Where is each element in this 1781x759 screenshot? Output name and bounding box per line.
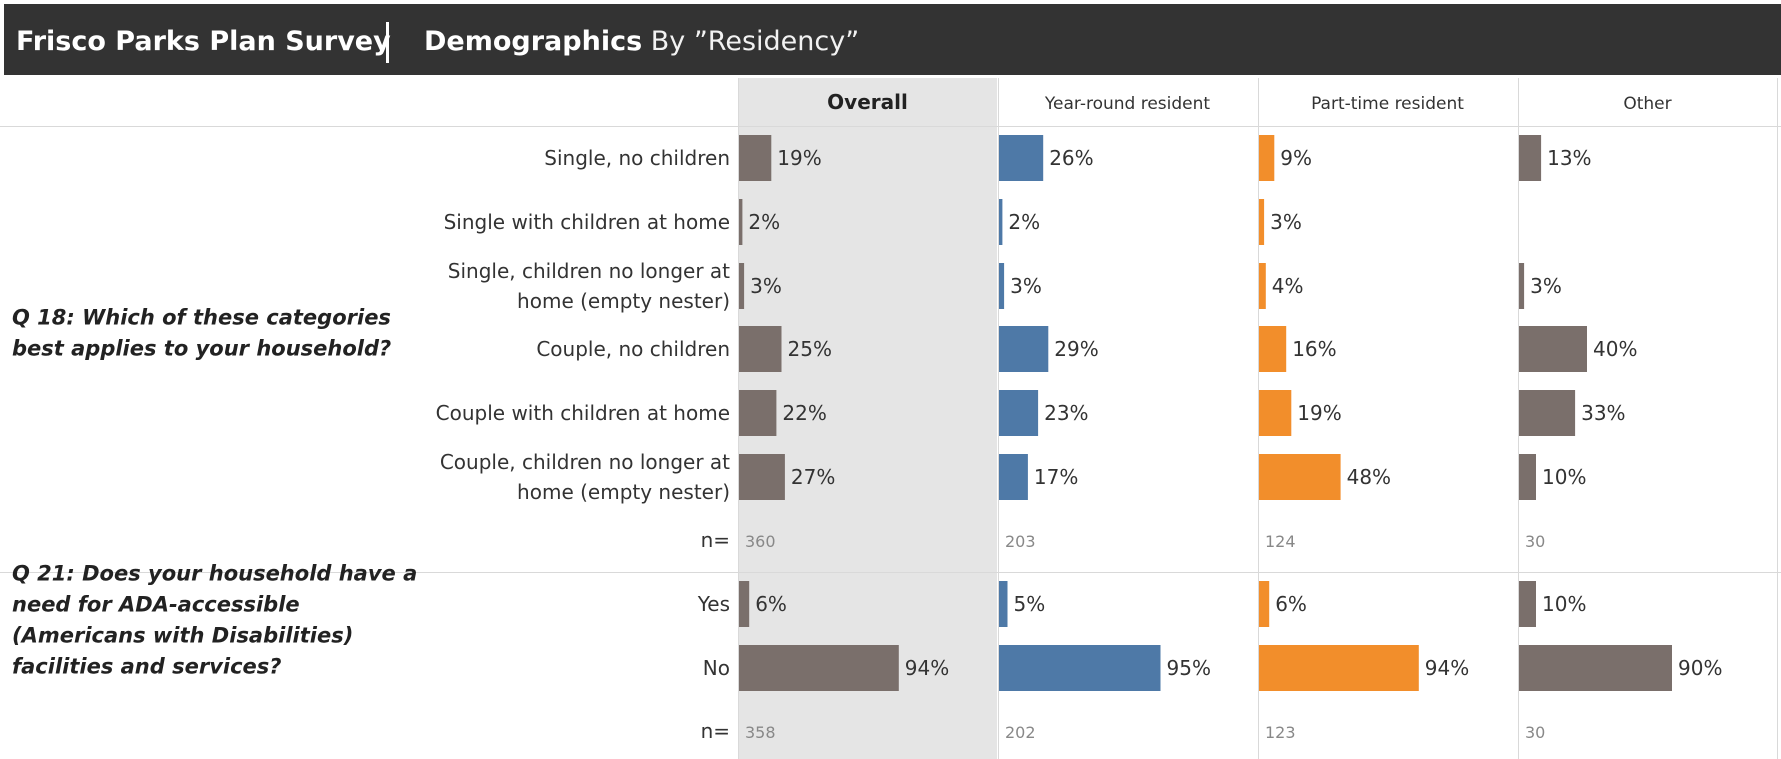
bar [1519,326,1587,372]
sample-size-label: 360 [745,532,776,551]
bar [1519,390,1576,436]
bar [999,581,1008,627]
dashboard-title: Frisco Parks Plan Survey [16,26,391,57]
column-header: Other [1623,94,1671,114]
bar [999,199,1003,245]
row-label: Couple, no children [536,337,730,361]
value-label: 27% [791,465,835,489]
value-label: 48% [1347,465,1391,489]
bar [739,135,772,181]
value-label: 3% [1010,274,1042,298]
row-label: Single, children no longer at home (empty… [448,259,730,313]
value-label: 22% [782,401,826,425]
sample-size-label: 30 [1525,723,1545,742]
sample-size-label: 202 [1005,723,1036,742]
value-label: 16% [1292,337,1336,361]
value-label: 19% [1297,401,1341,425]
bar [1259,454,1341,500]
value-label: 10% [1542,465,1586,489]
value-label: 2% [748,210,780,234]
bar [1259,263,1266,309]
value-label: 94% [905,656,949,680]
bar [739,454,785,500]
value-label: 6% [755,592,787,616]
sample-size-label: 358 [745,723,776,742]
value-label: 26% [1049,146,1093,170]
subtitle-bold: Demographics [424,26,643,57]
value-label: 13% [1547,146,1591,170]
row-label: Couple, children no longer at home (empty… [440,450,730,504]
value-label: 17% [1034,465,1078,489]
sample-size-label: 124 [1265,532,1296,551]
question-label: Q 18: Which of these categories best appl… [12,306,391,361]
value-label: 33% [1581,401,1625,425]
value-label: 94% [1425,656,1469,680]
column-header: Part-time resident [1311,94,1464,114]
bar [1259,135,1275,181]
n-label: n= [701,528,730,552]
value-label: 40% [1593,337,1637,361]
sample-size-label: 203 [1005,532,1036,551]
column-header: Year-round resident [1044,94,1210,114]
dashboard-header: Frisco Parks Plan Survey Demographics By… [4,4,1781,75]
value-label: 19% [777,146,821,170]
bar [1259,326,1287,372]
bar [1519,454,1536,500]
bar [999,263,1005,309]
bar [1519,645,1672,691]
bar [1519,263,1525,309]
sample-size-label: 30 [1525,532,1545,551]
row-label: Single with children at home [444,210,730,234]
row-label: Couple with children at home [436,401,730,425]
value-label: 5% [1014,592,1046,616]
bar [999,454,1028,500]
value-label: 3% [1270,210,1302,234]
sample-size-label: 123 [1265,723,1296,742]
value-label: 95% [1167,656,1211,680]
value-label: 2% [1008,210,1040,234]
row-label: No [703,656,730,680]
value-label: 10% [1542,592,1586,616]
n-label: n= [701,719,730,743]
bar [1259,199,1265,245]
value-label: 3% [1530,274,1562,298]
value-label: 9% [1280,146,1312,170]
bar [999,326,1049,372]
value-label: 23% [1044,401,1088,425]
bar [739,645,899,691]
subtitle-rest: By ”Residency” [642,26,860,57]
bar [1519,581,1536,627]
bar [1259,581,1270,627]
bar [739,326,782,372]
value-label: 3% [750,274,782,298]
bar [1259,645,1419,691]
value-label: 4% [1272,274,1304,298]
bar [999,135,1044,181]
bar [739,199,743,245]
value-label: 29% [1054,337,1098,361]
row-label: Yes [697,592,730,616]
dashboard-subtitle: Demographics By ”Residency” [424,26,859,57]
value-label: 90% [1678,656,1722,680]
question-label: Q 21: Does your household have a need for… [12,562,417,679]
column-header: Overall [827,90,908,114]
bar [999,645,1161,691]
bar [999,390,1039,436]
bar [1259,390,1292,436]
value-label: 6% [1275,592,1307,616]
title-separator [386,22,389,63]
bar [739,581,750,627]
bar [739,263,745,309]
bar [739,390,777,436]
bar [1519,135,1542,181]
value-label: 25% [788,337,832,361]
row-label: Single, no children [544,146,730,170]
